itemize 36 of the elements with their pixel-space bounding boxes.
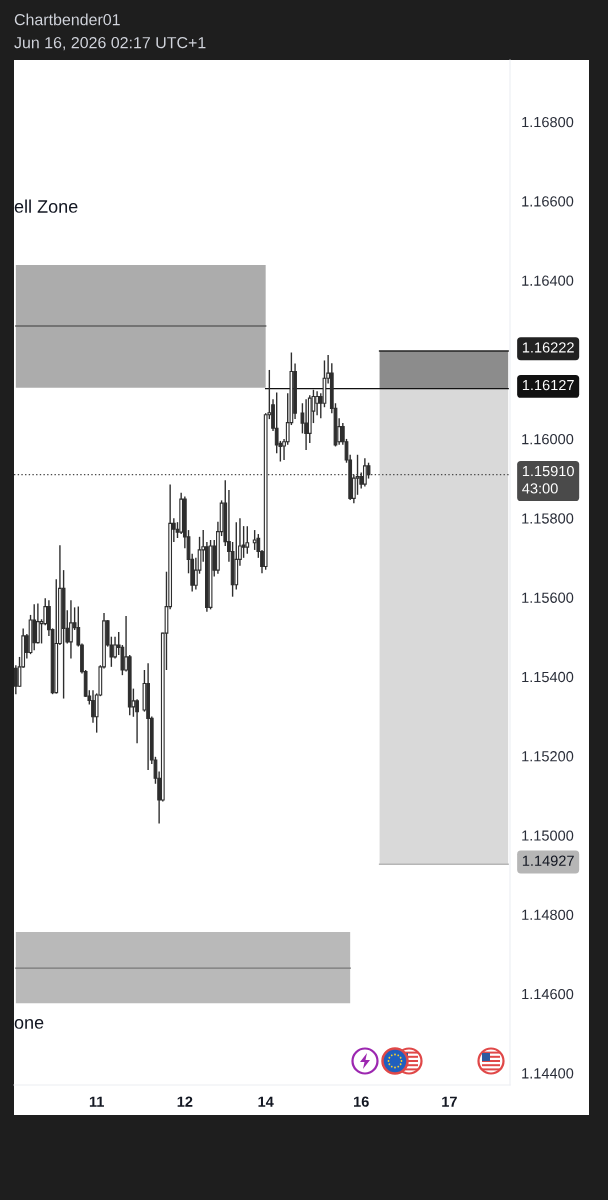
candlestick: [252, 529, 257, 551]
candlestick: [91, 689, 95, 724]
y-tick-label: 1.16600: [522, 196, 574, 207]
y-tick-label: 1.14800: [522, 909, 574, 920]
candlestick: [113, 636, 117, 660]
y-tick-label: 1.16000: [522, 434, 574, 445]
y-tick-label: 1.14400: [522, 1068, 574, 1079]
y-tick-label: 1.15000: [522, 830, 574, 841]
candlestick: [69, 599, 73, 660]
chart-subtitle: Jun 16, 2026 02:17 UTC+1: [14, 36, 206, 51]
x-tick-label: 16: [354, 1096, 369, 1107]
ref-line-label: 1.15910 43:00: [522, 465, 574, 494]
x-tick-label: 11: [89, 1096, 104, 1107]
candlestick: [241, 525, 246, 559]
candlestick: [315, 390, 319, 416]
data-label: 1.16222: [522, 342, 574, 353]
x-tick-label: 12: [177, 1096, 193, 1107]
annotation: ell Zone: [14, 199, 78, 213]
candlestick: [304, 398, 308, 451]
data-label: 1.14927: [522, 855, 574, 866]
y-tick-label: 1.15200: [522, 751, 574, 762]
chart-title: Chartbender01: [14, 13, 120, 26]
y-tick-label: 1.15800: [522, 513, 574, 524]
candlestick: [14, 664, 18, 695]
annotation: one: [14, 1018, 44, 1029]
x-tick-label: 14: [258, 1096, 274, 1107]
x-tick-label: 17: [442, 1096, 457, 1107]
y-tick-label: 1.16800: [522, 116, 574, 128]
candlestick: [32, 603, 37, 651]
y-tick-label: 1.14600: [522, 988, 574, 1000]
data-label: 1.16127: [522, 379, 574, 391]
candlestick: [36, 602, 40, 645]
candlestick: [245, 525, 250, 555]
y-tick-label: 1.15600: [522, 592, 574, 603]
y-tick-label: 1.16400: [522, 275, 574, 286]
y-tick-label: 1.15400: [522, 671, 574, 683]
